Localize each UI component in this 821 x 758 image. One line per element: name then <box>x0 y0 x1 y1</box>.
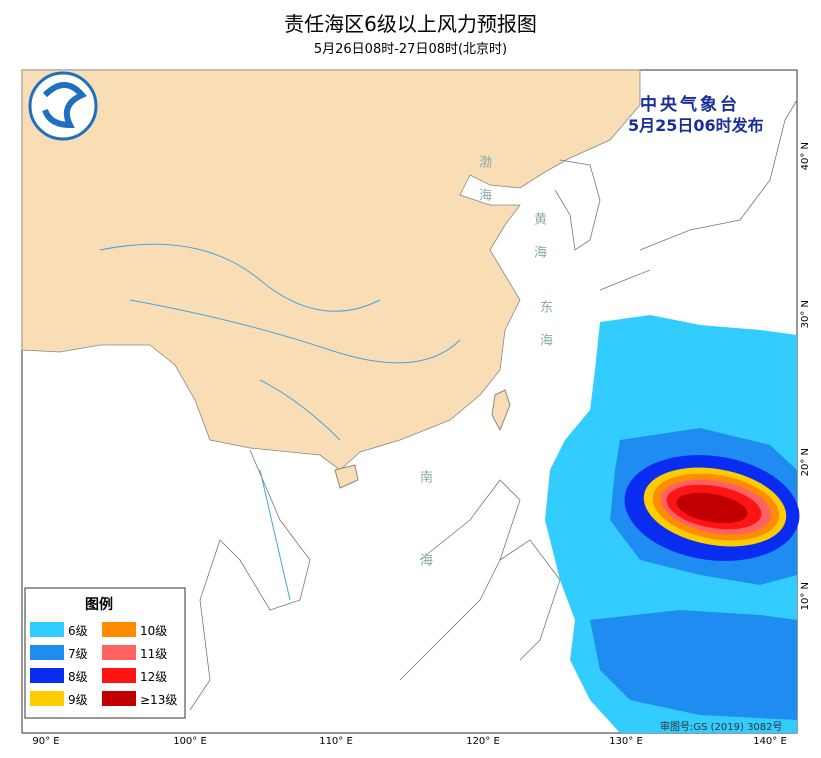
lon-label: 90° E <box>32 736 60 747</box>
title: 责任海区6级以上风力预报图 <box>284 12 537 36</box>
china-land <box>21 69 641 471</box>
legend-title: 图例 <box>85 597 113 613</box>
legend-swatch <box>30 622 64 637</box>
legend-label: 7级 <box>68 647 88 661</box>
legend-label: ≥13级 <box>140 693 178 707</box>
sea-label: 东海 <box>537 300 552 366</box>
issuer-time: 5月25日06时发布 <box>628 116 764 135</box>
approval-number: 审图号:GS (2019) 3082号 <box>660 722 783 733</box>
legend-swatch <box>30 691 64 706</box>
legend-swatch <box>102 668 136 683</box>
issuer-name: 中央气象台 <box>640 95 740 115</box>
legend-swatch <box>30 668 64 683</box>
legend-label: 6级 <box>68 624 88 638</box>
lon-label: 120° E <box>466 736 500 747</box>
legend-swatch <box>102 691 136 706</box>
lat-label: 40° N <box>800 142 811 171</box>
sea-label: 黄海 <box>531 212 546 278</box>
wind-13 <box>676 492 748 524</box>
hainan <box>334 464 359 489</box>
lon-label: 130° E <box>609 736 643 747</box>
lat-label: 20° N <box>800 448 811 477</box>
legend-label: 11级 <box>140 647 168 661</box>
legend-swatch <box>30 645 64 660</box>
rivers <box>99 243 461 601</box>
legend-swatch <box>102 622 136 637</box>
lon-label: 140° E <box>753 736 787 747</box>
legend-label: 9级 <box>68 693 88 707</box>
sea-label: 渤海 <box>476 155 491 221</box>
legend-label: 8级 <box>68 670 88 684</box>
logo-mark <box>42 82 87 129</box>
sea-label: 南海 <box>417 470 432 636</box>
lat-label: 30° N <box>800 300 811 329</box>
legend-label: 12级 <box>140 670 168 684</box>
legend-swatch <box>102 645 136 660</box>
wind-regions <box>545 315 800 733</box>
lon-label: 110° E <box>319 736 353 747</box>
taiwan <box>491 389 511 432</box>
lat-label: 10° N <box>800 582 811 611</box>
coastlines <box>189 99 798 711</box>
lon-label: 100° E <box>173 736 207 747</box>
legend-label: 10级 <box>140 624 168 638</box>
subtitle: 5月26日08时-27日08时(北京时) <box>313 42 508 57</box>
